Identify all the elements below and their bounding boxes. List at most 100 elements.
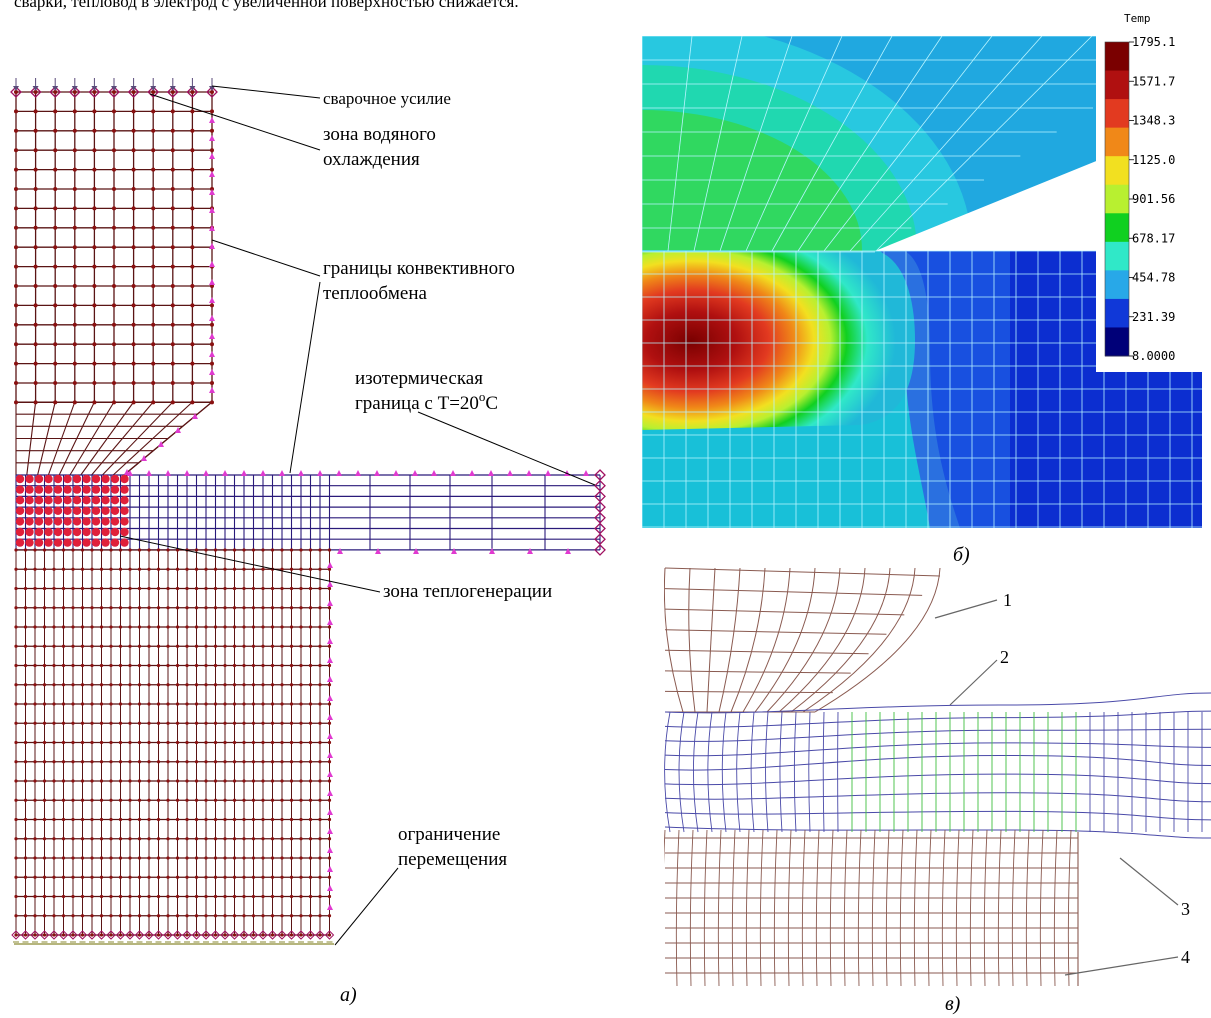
lower-electrode-node	[308, 914, 313, 918]
lower-electrode-node	[232, 567, 237, 571]
heat-generation-node	[101, 538, 110, 547]
lower-electrode-node	[251, 798, 256, 802]
electrode-node	[131, 90, 136, 94]
lower-electrode-node	[23, 683, 28, 687]
lower-electrode-node	[308, 894, 313, 899]
deformed-lower-vline	[843, 829, 848, 986]
lower-electrode-node	[99, 875, 104, 879]
lower-electrode-node	[261, 894, 265, 899]
lower-electrode-node	[128, 548, 132, 552]
label-water-cooling-line1: зона водяного	[323, 124, 436, 145]
convective-marker	[209, 135, 215, 141]
electrode-node	[33, 187, 38, 191]
lower-electrode-node	[289, 817, 294, 822]
lower-electrode-node	[251, 606, 256, 610]
lower-electrode-node	[270, 933, 275, 937]
displacement-marker	[58, 930, 69, 940]
heat-generation-node	[25, 485, 34, 494]
lower-electrode-node	[251, 856, 256, 860]
lower-electrode-node	[61, 663, 66, 668]
lower-electrode-node	[42, 567, 47, 571]
weld-force-arrowhead	[130, 86, 137, 91]
convective-marker	[209, 189, 215, 195]
convective-marker	[327, 619, 333, 625]
lower-electrode-node	[261, 933, 265, 937]
lower-electrode-node	[166, 740, 170, 745]
displacement-marker	[20, 930, 31, 940]
electrode-node	[92, 264, 97, 269]
lower-electrode-node	[42, 740, 47, 745]
electrode-node	[53, 109, 58, 114]
lower-electrode-node	[308, 760, 313, 764]
lower-electrode-node	[232, 779, 237, 783]
lower-electrode-node	[109, 683, 113, 687]
lower-electrode-node	[99, 625, 104, 629]
electrode-node	[112, 284, 116, 288]
electrode-node	[210, 361, 214, 366]
lower-electrode-node	[223, 933, 227, 937]
electrode-node	[131, 148, 136, 153]
lower-electrode-node	[109, 586, 113, 591]
lower-electrode-node	[23, 837, 28, 841]
callout-leader	[949, 659, 998, 706]
deformed-lower-vline	[731, 829, 736, 986]
lower-electrode-node	[23, 606, 28, 610]
electrode-node	[72, 90, 77, 94]
label-isothermal-line2: граница с T=20oC	[355, 389, 498, 414]
lower-electrode-node	[52, 894, 56, 899]
lower-electrode-node	[90, 760, 94, 764]
lower-electrode-node	[166, 548, 170, 552]
lower-electrode-node	[280, 856, 284, 860]
contour-mesh-grid	[642, 36, 1202, 528]
lower-electrode-node	[156, 644, 161, 648]
lower-electrode-node	[118, 586, 123, 591]
electrode-node	[92, 225, 97, 230]
heat-generation-node	[91, 517, 101, 526]
lower-electrode-node	[175, 837, 180, 841]
lower-electrode-node	[232, 837, 237, 841]
lower-electrode-node	[61, 567, 66, 571]
label-displacement-line2: перемещения	[398, 849, 507, 870]
lower-electrode-node	[99, 894, 104, 899]
lower-electrode-node	[289, 740, 294, 745]
water-cooling-marker	[166, 86, 179, 98]
lower-electrode-node	[61, 548, 66, 552]
lower-electrode-node	[61, 702, 66, 706]
lower-electrode-node	[71, 837, 75, 841]
lower-electrode-node	[232, 894, 237, 899]
lower-electrode-node	[242, 644, 246, 648]
lower-electrode-node	[52, 837, 56, 841]
displacement-marker	[49, 930, 59, 940]
legend-label: 1795.1	[1132, 35, 1175, 49]
convective-marker	[209, 153, 215, 159]
lower-electrode-node	[61, 586, 66, 591]
heat-generation-node	[44, 538, 53, 547]
lower-electrode-node	[270, 721, 275, 725]
heat-generation-node	[91, 506, 101, 515]
annotation-leader	[417, 411, 596, 486]
electrode-node	[92, 284, 97, 288]
lower-electrode-node	[61, 894, 66, 899]
lower-electrode-node	[23, 702, 28, 706]
convective-marker	[317, 470, 323, 476]
lower-electrode-node	[242, 837, 246, 841]
heat-generation-node	[72, 496, 82, 505]
label-water-cooling-line2: охлаждения	[323, 149, 420, 170]
convective-marker	[298, 470, 304, 476]
deformed-lower-vline	[787, 829, 792, 986]
lower-electrode-node	[251, 817, 256, 822]
lower-electrode-node	[204, 663, 208, 668]
panel-a-mesh: сварочное усилие зона водяного охлаждени…	[10, 78, 606, 946]
convective-marker	[209, 171, 215, 177]
lower-electrode-node	[33, 644, 37, 648]
lower-electrode-node	[289, 875, 294, 879]
lower-electrode-node	[299, 683, 303, 687]
lower-electrode-node	[251, 721, 256, 725]
page-top-text: сварки, тепловод в электрод с увеличенно…	[14, 0, 519, 11]
convective-marker	[336, 470, 342, 476]
lower-electrode-node	[242, 740, 246, 745]
displacement-marker	[115, 930, 126, 940]
lower-electrode-node	[232, 798, 237, 802]
heat-generation-node	[82, 538, 91, 547]
